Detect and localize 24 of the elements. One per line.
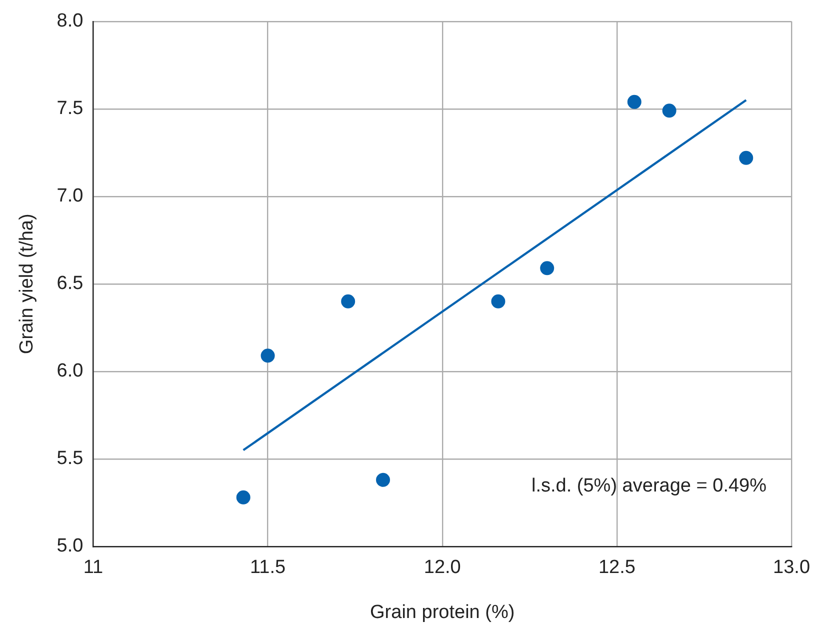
y-tick-label: 5.0 <box>56 536 84 557</box>
y-tick-label: 6.0 <box>56 360 84 382</box>
point <box>491 294 506 308</box>
point <box>341 294 356 308</box>
x-tick-label: 11 <box>83 557 104 578</box>
y-tick-label: 5.5 <box>56 448 84 470</box>
y-axis-title: Grain yield (t/ha) <box>16 214 38 354</box>
point <box>260 348 275 363</box>
y-tick-label: 7.0 <box>56 186 84 207</box>
y-tick-label: 7.5 <box>56 98 84 120</box>
point <box>376 472 390 487</box>
point <box>540 261 554 276</box>
point <box>236 490 250 504</box>
y-tick-label: 8.0 <box>56 10 84 32</box>
point <box>662 104 676 118</box>
x-tick-label: 11.5 <box>250 557 286 578</box>
x-tick-label: 12.0 <box>424 557 461 578</box>
annotation: l.s.d. (5%) average = 0.49% <box>532 476 767 497</box>
x-tick-label: 12.5 <box>598 557 636 578</box>
x-tick-label: 13.0 <box>773 557 810 578</box>
x-axis-title: Grain protein (%) <box>370 602 515 623</box>
point <box>627 94 642 109</box>
point <box>739 150 754 165</box>
y-tick-label: 6.5 <box>56 273 84 294</box>
